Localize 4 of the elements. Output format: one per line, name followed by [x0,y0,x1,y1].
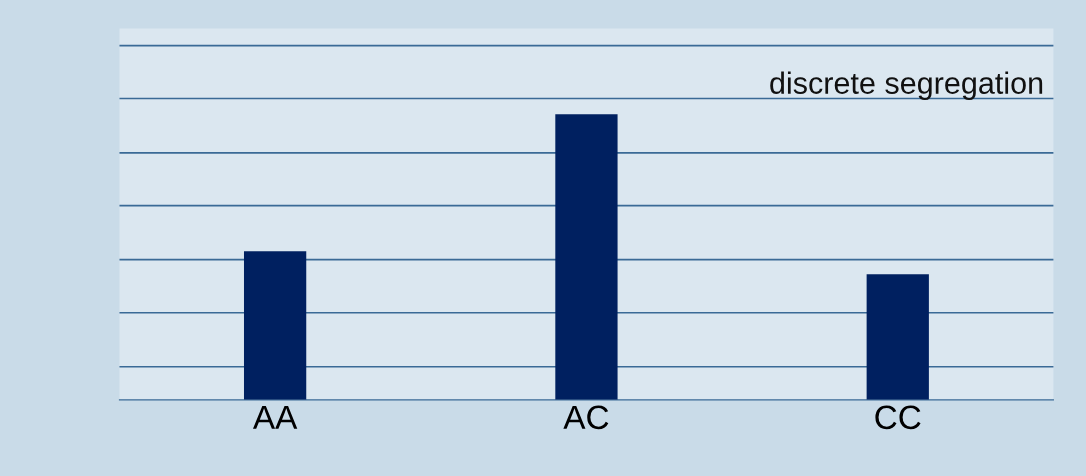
x-tick-label: CC [875,405,921,430]
text: discrete segregation [770,71,1043,100]
x-tick-label: AC [563,405,609,430]
x-tick-label: AA [252,405,298,429]
